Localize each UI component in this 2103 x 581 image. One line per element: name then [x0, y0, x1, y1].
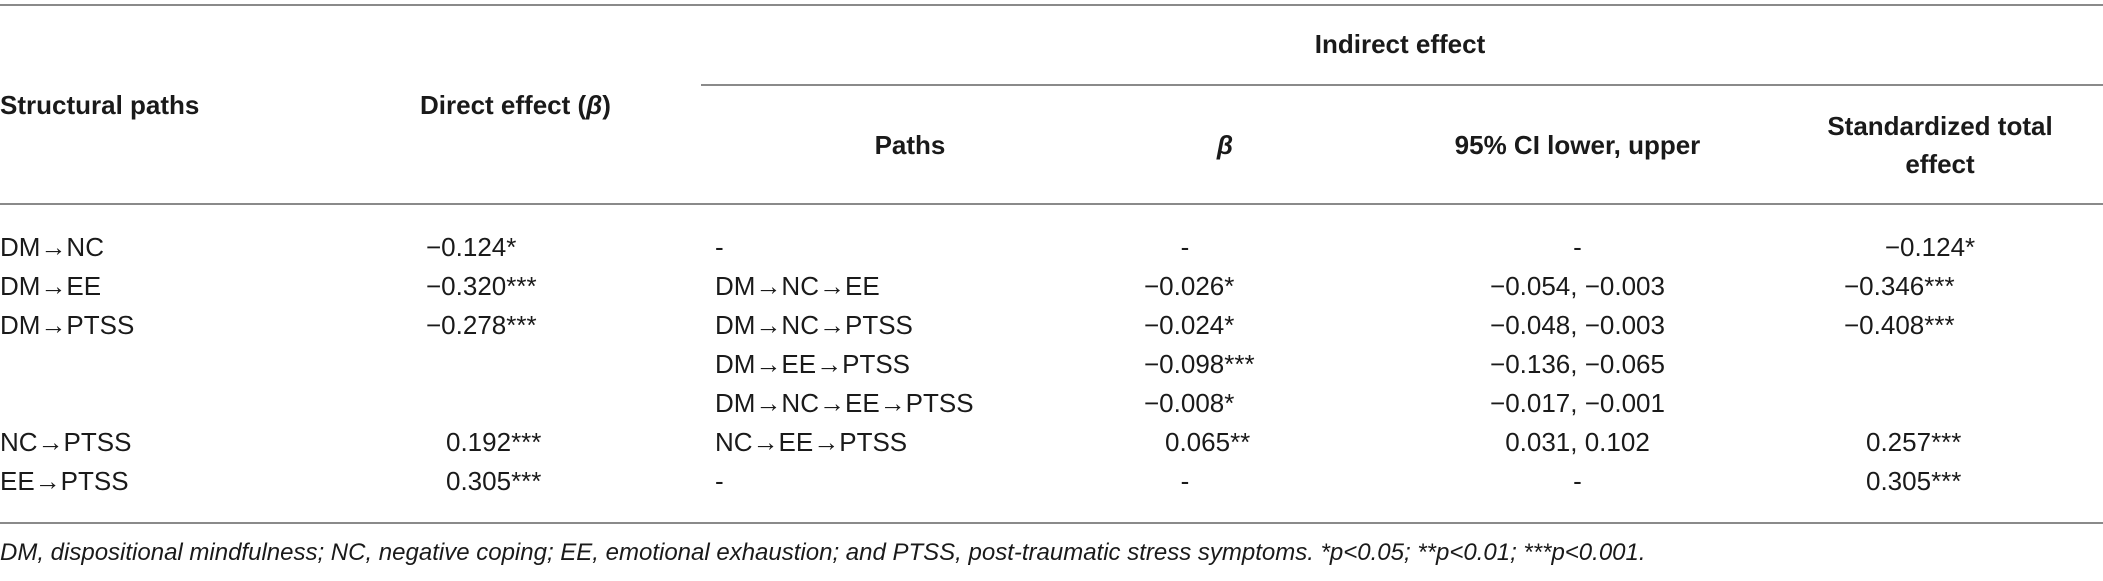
row-1-ci: - — [1573, 232, 1582, 262]
row-2-ci: −0.054, −0.003 — [1490, 271, 1665, 301]
header-ci: 95% CI lower, upper — [1454, 130, 1701, 160]
row-6-path: NC→EE→PTSS — [715, 427, 908, 457]
row-4-beta: −0.098*** — [1144, 349, 1255, 379]
row-7-beta: - — [1180, 466, 1190, 496]
row-4-ci: −0.136, −0.065 — [1490, 349, 1665, 379]
row-5-path: DM→NC→EE→PTSS — [715, 388, 974, 418]
row-6-beta: 0.065** — [1165, 427, 1251, 457]
row-1-direct: −0.124* — [426, 232, 517, 262]
header-direct-effect-prefix: Direct effect ( — [420, 90, 587, 120]
row-6-direct: 0.192*** — [446, 427, 542, 457]
header-total-line-1: Standardized total — [1827, 111, 2053, 141]
header-bottom-rule — [0, 203, 2103, 205]
row-1-path: - — [715, 232, 724, 262]
row-3-total: −0.408*** — [1844, 310, 1955, 340]
row-7-total: 0.305*** — [1866, 466, 1962, 496]
header-indirect-effect: Indirect effect — [1314, 29, 1486, 59]
header-paths: Paths — [874, 130, 946, 160]
row-6-total: 0.257*** — [1866, 427, 1962, 457]
table-footnote: DM, dispositional mindfulness; NC, negat… — [0, 539, 1646, 566]
top-rule — [0, 4, 2103, 6]
row-6-ci: 0.031, 0.102 — [1505, 427, 1650, 457]
row-1-total: −0.124* — [1884, 232, 1976, 262]
row-6-structural: NC→PTSS — [0, 427, 132, 457]
indirect-effect-rule — [701, 84, 2103, 86]
table-bottom-rule — [0, 522, 2103, 524]
header-beta: β — [1216, 130, 1234, 160]
header-structural-paths: Structural paths — [0, 90, 200, 120]
row-3-path: DM→NC→PTSS — [715, 310, 913, 340]
row-1-structural: DM→NC — [0, 232, 104, 262]
row-7-structural: EE→PTSS — [0, 466, 129, 496]
row-7-path: - — [715, 466, 724, 496]
row-7-ci: - — [1573, 466, 1582, 496]
row-2-direct: −0.320*** — [426, 271, 537, 301]
row-3-direct: −0.278*** — [426, 310, 537, 340]
row-2-total: −0.346*** — [1844, 271, 1955, 301]
row-3-beta: −0.024* — [1144, 310, 1235, 340]
row-5-ci: −0.017, −0.001 — [1490, 388, 1665, 418]
row-7-direct: 0.305*** — [446, 466, 542, 496]
header-direct-effect-suffix: ) — [602, 90, 611, 120]
row-1-beta: - — [1180, 232, 1190, 262]
row-2-structural: DM→EE — [0, 271, 102, 301]
row-3-structural: DM→PTSS — [0, 310, 135, 340]
row-4-path: DM→EE→PTSS — [715, 349, 911, 379]
header-direct-effect-beta: β — [586, 90, 603, 120]
header-total-line-2: effect — [1905, 149, 1975, 179]
header-direct-effect: Direct effect (β) — [420, 89, 611, 121]
row-5-beta: −0.008* — [1144, 388, 1235, 418]
row-2-path: DM→NC→EE — [715, 271, 880, 301]
row-2-beta: −0.026* — [1144, 271, 1235, 301]
row-3-ci: −0.048, −0.003 — [1490, 310, 1665, 340]
